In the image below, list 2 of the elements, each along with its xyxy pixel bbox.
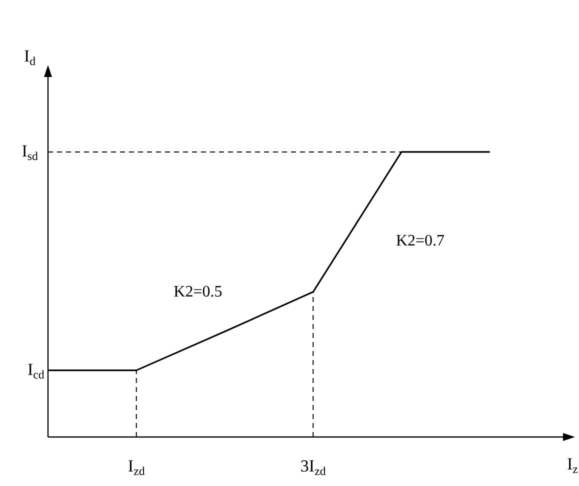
annotation: K2=0.5 xyxy=(174,283,222,300)
annotation: K2=0.7 xyxy=(396,232,445,250)
